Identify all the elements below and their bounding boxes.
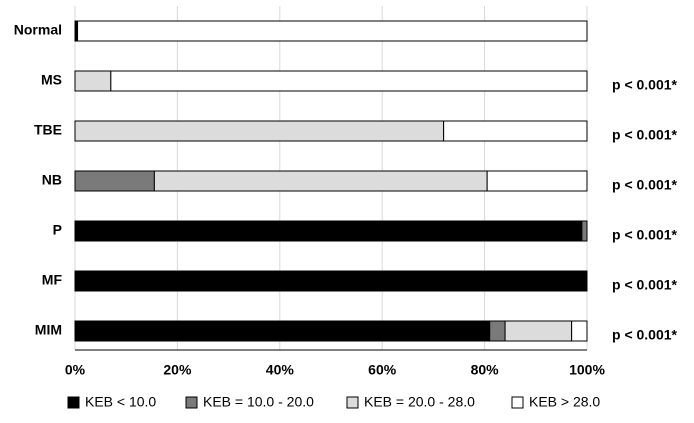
bar-segment xyxy=(74,320,491,342)
legend-swatch xyxy=(346,396,359,409)
legend-label: KEB < 10.0 xyxy=(85,394,156,410)
bar-segment xyxy=(571,320,588,342)
bar-segment xyxy=(153,170,488,192)
bar-segment xyxy=(74,220,583,242)
bar-segment xyxy=(504,320,573,342)
annotation: p < 0.001* xyxy=(612,177,678,193)
annotation: p < 0.001* xyxy=(612,127,678,143)
bar-segment xyxy=(581,220,588,242)
x-tick-label: 100% xyxy=(569,362,605,378)
legend-swatch xyxy=(185,396,198,409)
annotation: p < 0.001* xyxy=(612,227,678,243)
bar-segment xyxy=(74,70,112,92)
legend-swatch xyxy=(511,396,524,409)
bar-segment xyxy=(443,120,588,142)
category-label: TBE xyxy=(34,122,62,138)
category-label: NB xyxy=(42,172,62,188)
bar-segment xyxy=(486,170,588,192)
legend-label: KEB = 20.0 - 28.0 xyxy=(364,394,475,410)
annotation: p < 0.001* xyxy=(612,327,678,343)
bar-segment xyxy=(74,270,588,292)
category-label: MF xyxy=(42,272,63,288)
legend-label: KEB > 28.0 xyxy=(529,394,600,410)
category-label: Normal xyxy=(14,22,62,38)
legend-label: KEB = 10.0 - 20.0 xyxy=(203,394,314,410)
bar-segment xyxy=(77,20,588,42)
x-tick-label: 40% xyxy=(266,362,295,378)
legend-swatch xyxy=(67,396,80,409)
category-label: MIM xyxy=(35,322,62,338)
annotation: p < 0.001* xyxy=(612,77,678,93)
bar-segment xyxy=(74,170,155,192)
bar-segment xyxy=(110,70,588,92)
bar-segment xyxy=(489,320,506,342)
annotation: p < 0.001* xyxy=(612,277,678,293)
category-label: MS xyxy=(41,72,62,88)
x-tick-label: 0% xyxy=(65,362,86,378)
x-tick-label: 60% xyxy=(368,362,397,378)
category-label: P xyxy=(53,222,62,238)
bar-segment xyxy=(74,120,445,142)
x-tick-label: 20% xyxy=(163,362,192,378)
x-tick-label: 80% xyxy=(471,362,500,378)
